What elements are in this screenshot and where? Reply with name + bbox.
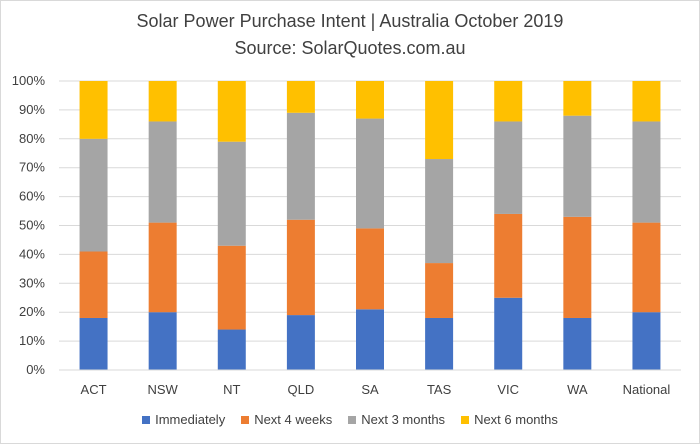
bar-segment [494, 213, 523, 298]
x-tick-label: VIC [497, 382, 519, 397]
x-tick-label: ACT [81, 382, 107, 397]
bar-segment [425, 317, 454, 370]
y-tick-label: 60% [19, 189, 45, 204]
bar-segment [632, 121, 661, 223]
bar-segment [494, 297, 523, 370]
x-tick-label: SA [361, 382, 379, 397]
y-tick-label: 100% [12, 73, 46, 88]
legend: Immediately Next 4 weeks Next 3 months Next… [1, 412, 699, 427]
chart-title: Solar Power Purchase Intent | Australia … [136, 11, 564, 31]
bar-segment [217, 245, 246, 330]
bar-segment [217, 141, 246, 246]
bar-segment [148, 121, 177, 223]
bar-segment [356, 81, 384, 119]
x-tick-label: WA [567, 382, 588, 397]
x-tick-label: QLD [288, 382, 315, 397]
bar-segment [356, 228, 384, 310]
legend-item: Next 4 weeks [241, 412, 332, 427]
y-tick-label: 30% [19, 275, 45, 290]
legend-label: Next 3 months [361, 412, 446, 427]
bar-segment [563, 81, 592, 116]
chart-subtitle: Source: SolarQuotes.com.au [234, 38, 466, 58]
bar-segment [494, 81, 523, 122]
bar-segment [286, 112, 315, 220]
bar-segment [148, 81, 177, 122]
bar-segment [79, 251, 108, 318]
bar-segment [79, 317, 108, 370]
bar-segment [356, 118, 384, 229]
bar-segment [563, 317, 592, 370]
x-tick-label: TAS [427, 382, 452, 397]
bar-segment [356, 309, 384, 370]
y-tick-label: 90% [19, 102, 45, 117]
bar-segment [632, 81, 661, 122]
x-tick-label: National [623, 382, 671, 397]
bar-segment [494, 121, 523, 214]
legend-swatch [142, 415, 151, 424]
legend-label: Next 4 weeks [254, 412, 333, 427]
y-tick-label: 50% [19, 218, 45, 233]
bar-segment [286, 219, 315, 316]
legend-label: Next 6 months [474, 412, 558, 427]
bar-segment [563, 216, 592, 318]
y-tick-label: 0% [26, 362, 45, 377]
legend-swatch [241, 415, 250, 424]
legend-item: Next 3 months [348, 412, 445, 427]
bar-segment [286, 81, 315, 113]
bar-segment [217, 329, 246, 370]
bar-segment [286, 315, 315, 370]
bar-segment [632, 222, 661, 313]
bar-segment [148, 222, 177, 313]
y-tick-label: 80% [19, 131, 45, 146]
bar-segment [79, 138, 108, 252]
bar-segment [425, 81, 454, 160]
bar-segment [425, 263, 454, 318]
legend-item: Immediately [142, 412, 225, 427]
legend-item: Next 6 months [461, 412, 558, 427]
bar-segment [563, 115, 592, 217]
bar-segment [425, 159, 454, 264]
y-tick-label: 10% [19, 333, 45, 348]
bar-segment [79, 81, 108, 139]
y-tick-label: 40% [19, 246, 45, 261]
x-tick-label: NSW [147, 382, 178, 397]
legend-label: Immediately [155, 412, 226, 427]
legend-swatch [461, 415, 470, 424]
bar-segment [217, 81, 246, 142]
bar-segment [148, 312, 177, 370]
bar-segment [632, 312, 661, 370]
y-tick-label: 70% [19, 160, 45, 175]
legend-swatch [348, 415, 357, 424]
x-tick-label: NT [223, 382, 240, 397]
y-tick-label: 20% [19, 304, 45, 319]
